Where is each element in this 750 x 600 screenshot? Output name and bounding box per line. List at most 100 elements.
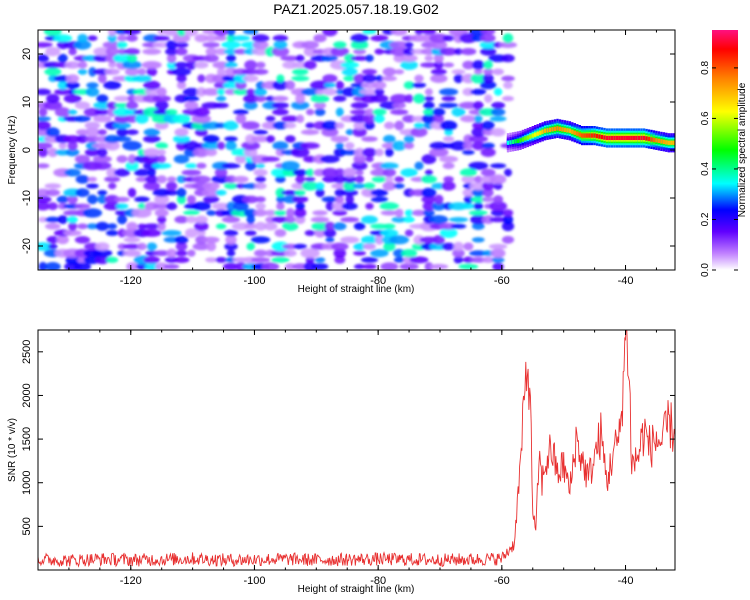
y-tick-label: 1500	[21, 427, 33, 451]
signal-ridge-cell	[633, 135, 636, 141]
spectrogram-cell	[108, 182, 117, 190]
spectrogram-cell	[481, 30, 496, 35]
spectrogram-cell	[493, 182, 503, 190]
spectrogram-cell	[146, 67, 158, 77]
spectrogram-cell	[246, 214, 255, 225]
spectrogram-cell	[202, 141, 221, 150]
spectrogram-cell	[84, 121, 101, 130]
spectrogram-cell	[424, 55, 434, 62]
spectrogram-cell	[365, 202, 374, 210]
spectrogram-cell	[490, 108, 506, 116]
y-tick-label: 2000	[21, 383, 33, 407]
spectrogram-cell	[363, 182, 376, 190]
spectrogram-cell	[311, 221, 329, 231]
spectrogram-cell	[38, 88, 51, 96]
spectrogram-cell	[470, 214, 487, 225]
spectrogram-cell	[113, 122, 132, 129]
spectrogram-cell	[290, 147, 310, 158]
spectrogram-cell	[163, 264, 180, 270]
spectrogram-cell	[340, 216, 360, 223]
spectrogram-cell	[254, 87, 267, 97]
spectrogram-cell	[331, 242, 349, 251]
spectrogram-cell	[244, 223, 258, 230]
spectrogram-cell	[372, 108, 387, 116]
spectrogram-cell	[379, 162, 399, 170]
spectrogram-cell	[193, 147, 210, 158]
spectrogram-cell	[313, 101, 327, 109]
spectrogram-cell	[77, 223, 88, 230]
spectrogram-cell	[176, 30, 187, 37]
signal-ridge-cell	[645, 136, 648, 141]
spectrogram-cell	[201, 188, 221, 197]
signal-ridge-cell	[568, 128, 572, 133]
spectrogram-cell	[157, 155, 166, 164]
spectrogram-cell	[213, 30, 229, 37]
spectrogram-cell	[135, 176, 149, 182]
spectrogram-cell	[280, 190, 300, 196]
spectrogram-cell	[116, 155, 128, 163]
spectrogram-cell	[132, 74, 152, 83]
spectrogram-cell	[463, 256, 474, 264]
spectrogram-cell	[353, 73, 366, 84]
spectrogram-cell	[385, 176, 394, 183]
spectrogram-cell	[333, 248, 347, 259]
spectrogram-cell	[468, 161, 489, 170]
spectrogram-cell	[122, 60, 142, 70]
spectrogram-cell	[173, 134, 190, 144]
spectrogram-cell	[224, 242, 238, 251]
snr-panel: -120 -100 -80 -60 -40 500 1000 1500 2000 2500 Hei…	[7, 329, 676, 595]
spectrogram-cell	[214, 48, 229, 55]
y-tick-label: -10	[21, 190, 33, 206]
spectrogram-cell	[184, 101, 199, 110]
spectrogram-cell	[68, 221, 77, 232]
signal-ridge-cell	[672, 140, 675, 145]
spectrogram-cell	[481, 142, 495, 149]
spectrogram-cell	[442, 162, 455, 170]
spectrogram-cell	[350, 102, 369, 109]
spectrogram-cell	[105, 46, 119, 57]
signal-ridge-cell	[595, 133, 599, 139]
spectrogram-cell	[86, 223, 99, 230]
spectrogram-cell	[306, 108, 315, 116]
spectrogram-cell	[482, 181, 495, 191]
spectrogram-cell	[255, 95, 267, 102]
spectrogram-cell	[280, 161, 300, 171]
spectrogram-cell	[353, 263, 366, 270]
spectrogram-cell	[402, 115, 416, 123]
spectrogram-cell	[403, 134, 415, 144]
spectrogram-cell	[154, 208, 169, 217]
spectrogram-cell	[394, 120, 405, 131]
spectrogram-cell	[108, 30, 117, 37]
spectrogram-cell	[301, 40, 319, 49]
spectrogram-cell	[355, 175, 365, 184]
spectrogram-cell	[352, 127, 367, 137]
spectrogram-cell	[271, 256, 290, 263]
spectrogram-cell	[58, 142, 67, 149]
spectrogram-cell	[254, 182, 267, 190]
spectrogram-cell	[294, 189, 306, 196]
snr-ylabel: SNR (10 * v/v)	[7, 418, 18, 482]
signal-ridge-cell	[543, 128, 547, 133]
spectrogram-cell	[413, 234, 425, 245]
spectrogram-cell	[322, 74, 338, 83]
spectrogram-cell	[244, 60, 258, 70]
spectrogram-cell	[340, 61, 360, 69]
spectrogram-cell	[43, 100, 63, 111]
spectrogram-cell	[424, 169, 433, 176]
spectrogram-cell	[93, 115, 112, 123]
spectrogram-cell	[333, 41, 347, 49]
spectrogram-cell	[360, 257, 379, 263]
spectrogram-cell	[106, 101, 118, 109]
spectrogram-cell	[224, 62, 238, 68]
spectrogram-cell	[304, 230, 316, 236]
spectrogram-cell	[75, 188, 90, 198]
signal-ridge-cell	[608, 135, 611, 141]
spectrogram-cell	[38, 120, 51, 131]
spectrogram-cell	[245, 134, 257, 144]
spectrogram-cell	[84, 148, 100, 157]
spectrogram-cell	[350, 109, 370, 115]
spectrogram-cell	[439, 228, 458, 238]
spectrogram-cell	[176, 194, 187, 205]
spectrogram-cell	[272, 121, 289, 130]
spectrogram-cell	[463, 242, 474, 251]
